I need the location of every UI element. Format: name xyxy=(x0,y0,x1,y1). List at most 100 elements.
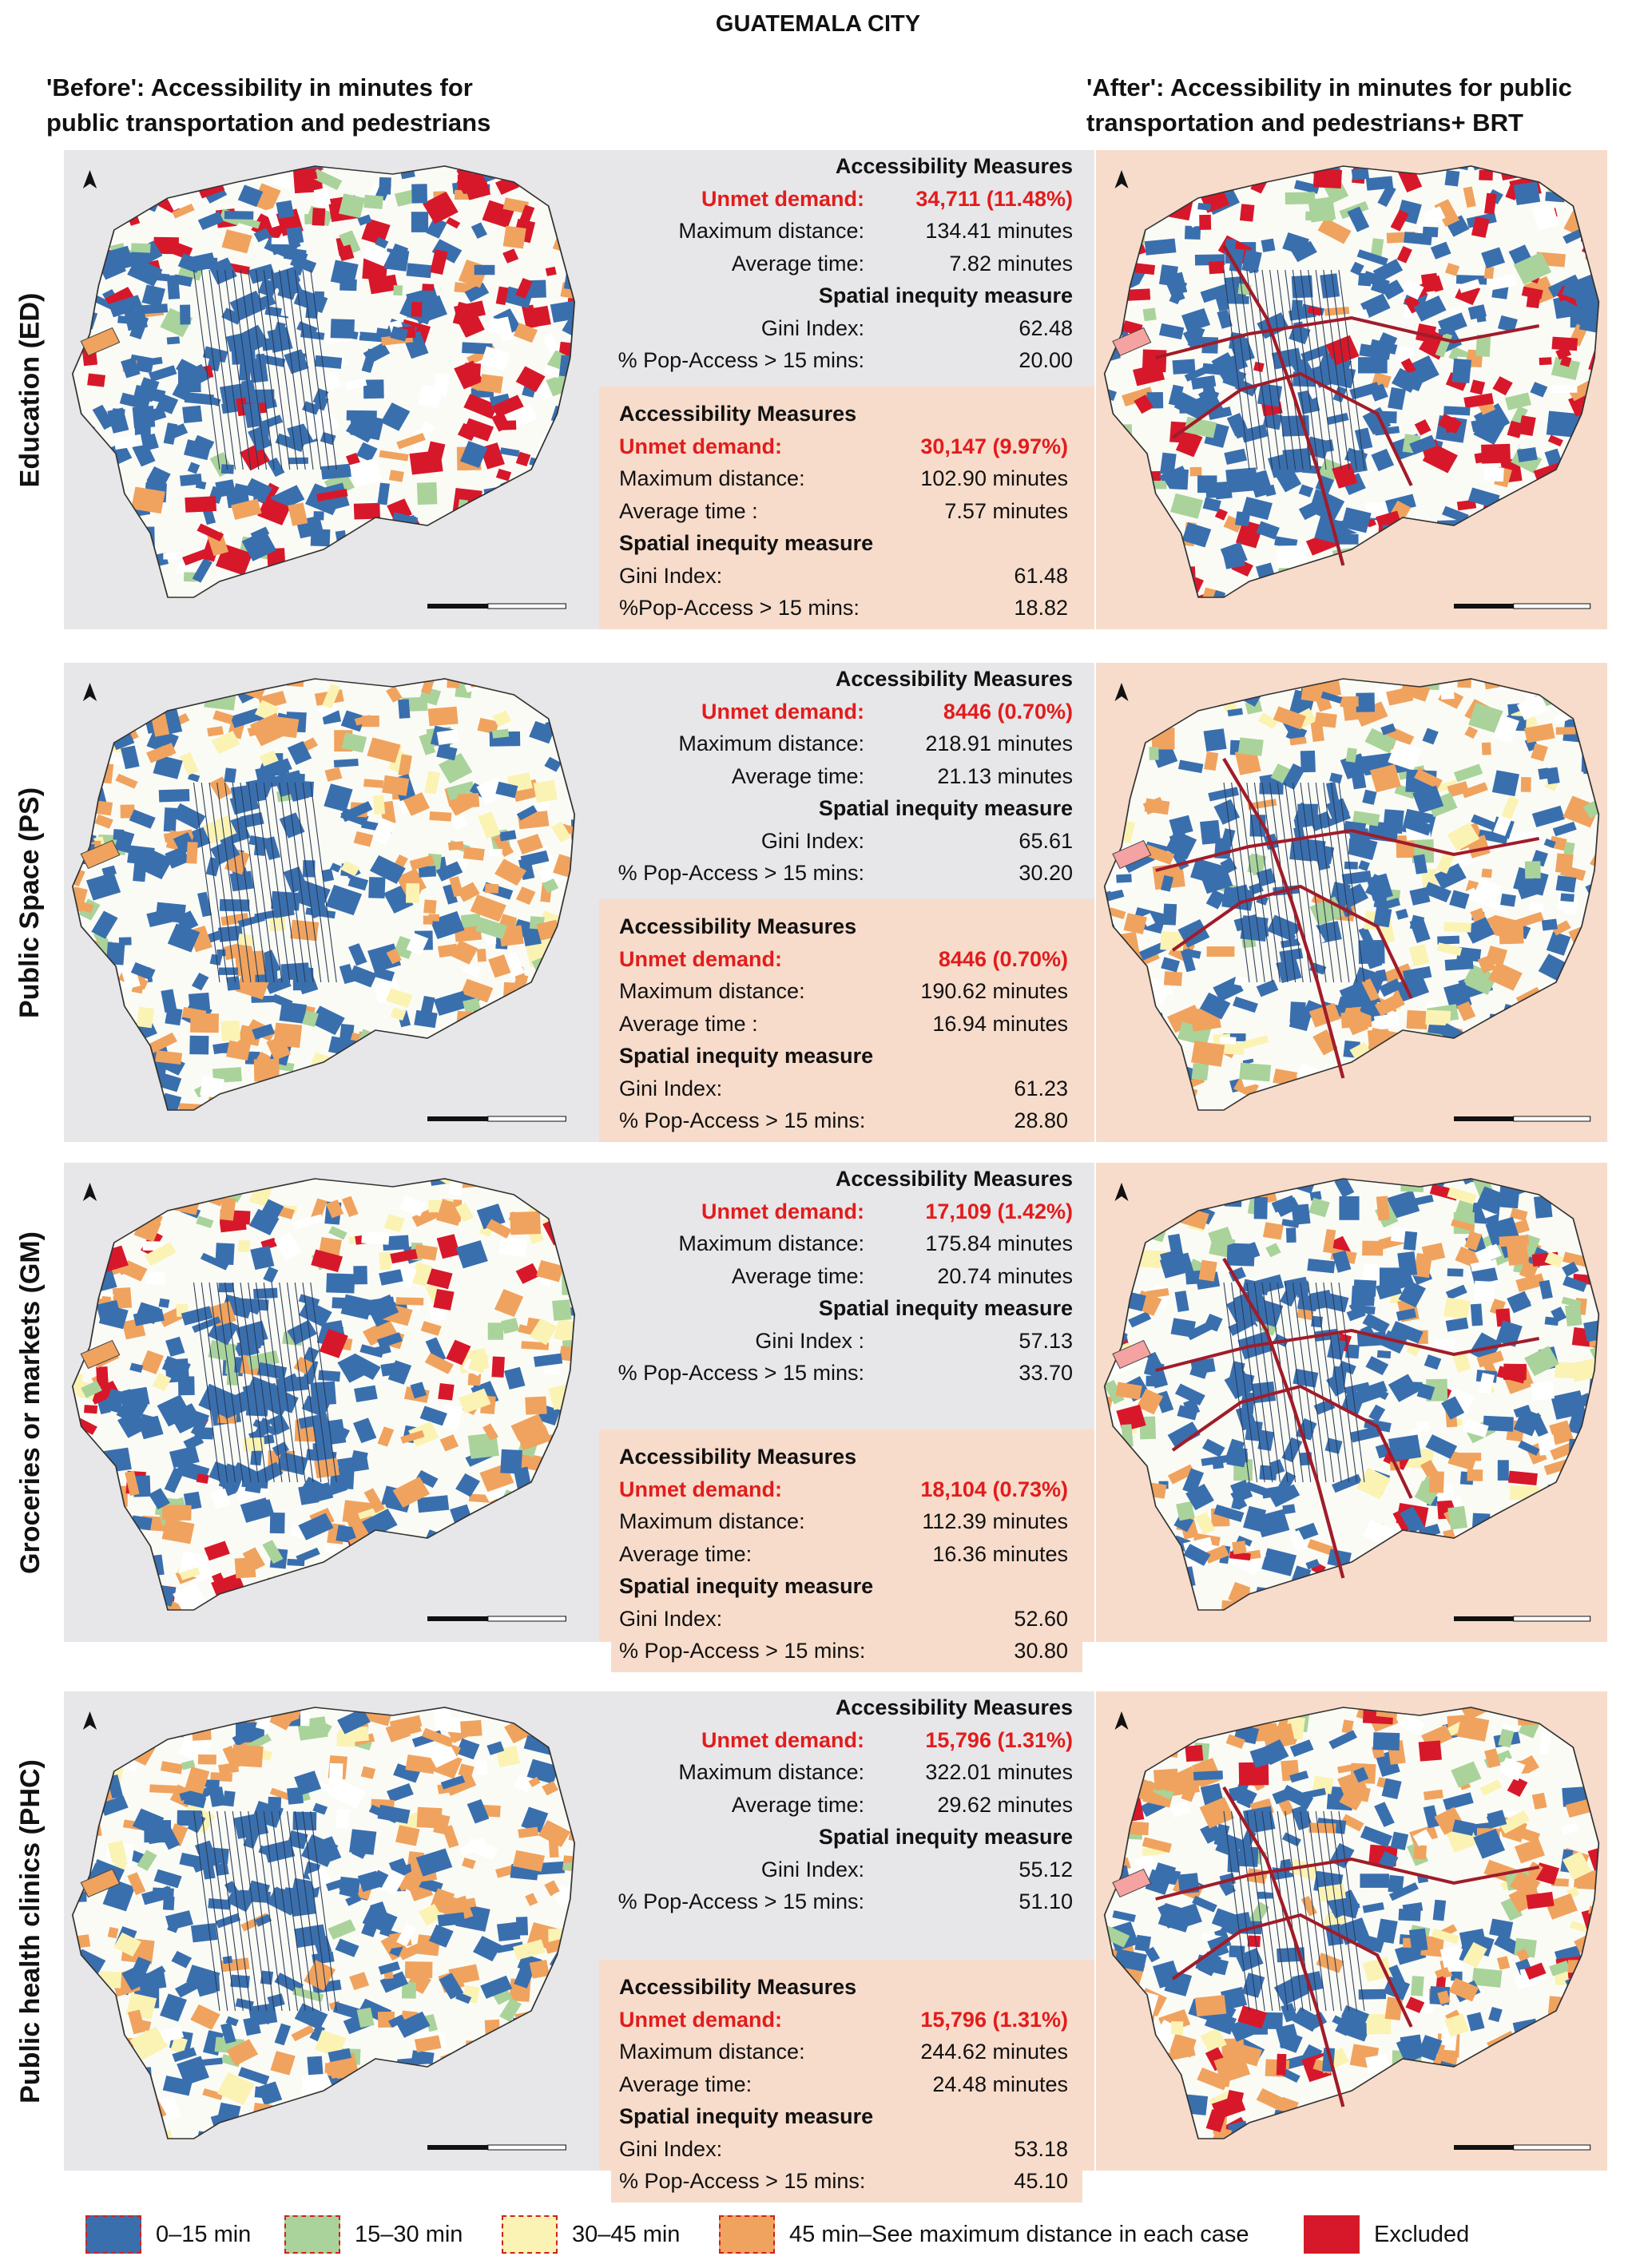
zone-patch xyxy=(1551,1087,1567,1095)
zone-patch xyxy=(1524,861,1541,879)
zone-patch xyxy=(329,862,342,873)
zone-patch xyxy=(1145,1080,1169,1098)
zone-patch xyxy=(1569,1519,1586,1540)
zone-patch xyxy=(158,788,190,803)
zone-patch xyxy=(1376,969,1388,983)
zone-patch xyxy=(489,848,502,857)
before-map-graphic xyxy=(71,165,576,609)
zone-patch xyxy=(396,2011,431,2038)
zone-patch xyxy=(1262,1222,1284,1240)
zone-patch xyxy=(1161,193,1194,221)
zone-patch xyxy=(1397,2068,1424,2090)
zone-patch xyxy=(1428,2116,1445,2135)
zone-patch xyxy=(1199,1797,1235,1829)
zone-patch xyxy=(495,468,512,482)
zone-patch xyxy=(256,1362,288,1380)
scale-bar xyxy=(1454,2145,1514,2150)
zone-patch xyxy=(170,2036,188,2054)
zone-patch xyxy=(328,1778,366,1809)
street-line xyxy=(1330,1282,1357,1483)
zone-patch xyxy=(351,1834,374,1859)
zone-patch xyxy=(202,1866,216,1880)
zone-patch xyxy=(1526,2087,1558,2105)
zone-patch xyxy=(1296,1280,1308,1298)
zone-patch xyxy=(514,663,530,674)
zone-patch xyxy=(1142,1736,1162,1756)
zone-patch xyxy=(382,1235,410,1251)
zone-patch xyxy=(1562,2050,1576,2065)
zone-patch xyxy=(1104,526,1129,544)
zone-patch xyxy=(451,815,468,831)
zone-patch xyxy=(1300,840,1326,855)
zone-patch xyxy=(1155,1572,1171,1588)
zone-patch xyxy=(562,1209,575,1235)
zone-patch xyxy=(1160,585,1185,594)
zone-patch xyxy=(1478,1032,1493,1048)
zone-patch xyxy=(1535,581,1565,597)
zone-patch xyxy=(205,2163,219,2171)
zone-patch xyxy=(467,1134,486,1142)
zone-patch xyxy=(1535,528,1556,547)
zone-patch xyxy=(1526,291,1541,308)
zone-patch xyxy=(1348,623,1368,629)
zone-patch xyxy=(411,2159,439,2171)
average-time-value: 7.82 minutes xyxy=(949,251,1073,276)
average-time-label: Average time : xyxy=(619,498,758,523)
zone-patch xyxy=(566,1401,575,1419)
zone-patch xyxy=(582,1073,583,1101)
zone-patch xyxy=(72,493,81,510)
zone-patch xyxy=(293,1089,328,1110)
zone-patch xyxy=(290,919,320,942)
zone-patch xyxy=(289,1584,321,1604)
zone-patch xyxy=(1523,545,1535,557)
zone-patch xyxy=(542,364,562,379)
figure-title: GUATEMALA CITY xyxy=(715,11,921,37)
zone-patch xyxy=(238,2067,270,2085)
zone-patch xyxy=(1478,1373,1495,1394)
zone-patch xyxy=(387,1049,411,1077)
zone-patch xyxy=(572,257,575,276)
zone-patch xyxy=(435,1199,465,1227)
zone-patch xyxy=(498,1235,528,1258)
zone-patch xyxy=(1570,1605,1599,1610)
street-line xyxy=(271,1282,299,1483)
zone-patch xyxy=(438,753,473,784)
zone-patch xyxy=(233,1812,269,1839)
zone-patch xyxy=(1410,1536,1432,1560)
zone-patch xyxy=(1335,2016,1354,2036)
zone-patch xyxy=(574,1404,575,1414)
max-distance-row: Maximum distance: 134.41 minutes xyxy=(595,215,1073,248)
zone-patch xyxy=(1201,2144,1221,2169)
zone-patch xyxy=(1403,816,1433,836)
zone-patch xyxy=(303,409,340,440)
zone-patch xyxy=(259,750,279,767)
zone-patch xyxy=(1233,996,1258,1013)
zone-patch xyxy=(357,1870,382,1892)
zone-patch xyxy=(1233,914,1260,932)
zone-patch xyxy=(550,821,571,843)
zone-patch xyxy=(1294,1117,1321,1139)
zone-patch xyxy=(1174,1383,1205,1406)
zone-patch xyxy=(1487,1548,1512,1569)
legend-swatch-blue xyxy=(85,2215,141,2254)
after-map-graphic xyxy=(1103,678,1600,1139)
zone-patch xyxy=(418,866,437,878)
zone-patch xyxy=(1591,886,1599,906)
zone-patch xyxy=(288,502,308,526)
zone-patch xyxy=(276,2126,292,2138)
zone-patch xyxy=(1289,1858,1319,1881)
zone-patch xyxy=(1261,1723,1296,1751)
zone-patch xyxy=(1233,1242,1261,1263)
street-line xyxy=(294,1282,322,1483)
zone-patch xyxy=(1374,1802,1395,1827)
zone-patch xyxy=(396,1923,417,1947)
zone-patch xyxy=(1229,248,1245,272)
zone-patch xyxy=(1603,1800,1607,1810)
zone-patch xyxy=(121,1629,132,1641)
zone-patch xyxy=(355,442,378,462)
zone-patch xyxy=(332,2001,362,2020)
zone-patch xyxy=(1104,323,1112,333)
zone-patch xyxy=(520,1565,546,1581)
gini-index-value: 55.12 xyxy=(1019,1857,1073,1881)
zone-patch xyxy=(1202,497,1221,513)
